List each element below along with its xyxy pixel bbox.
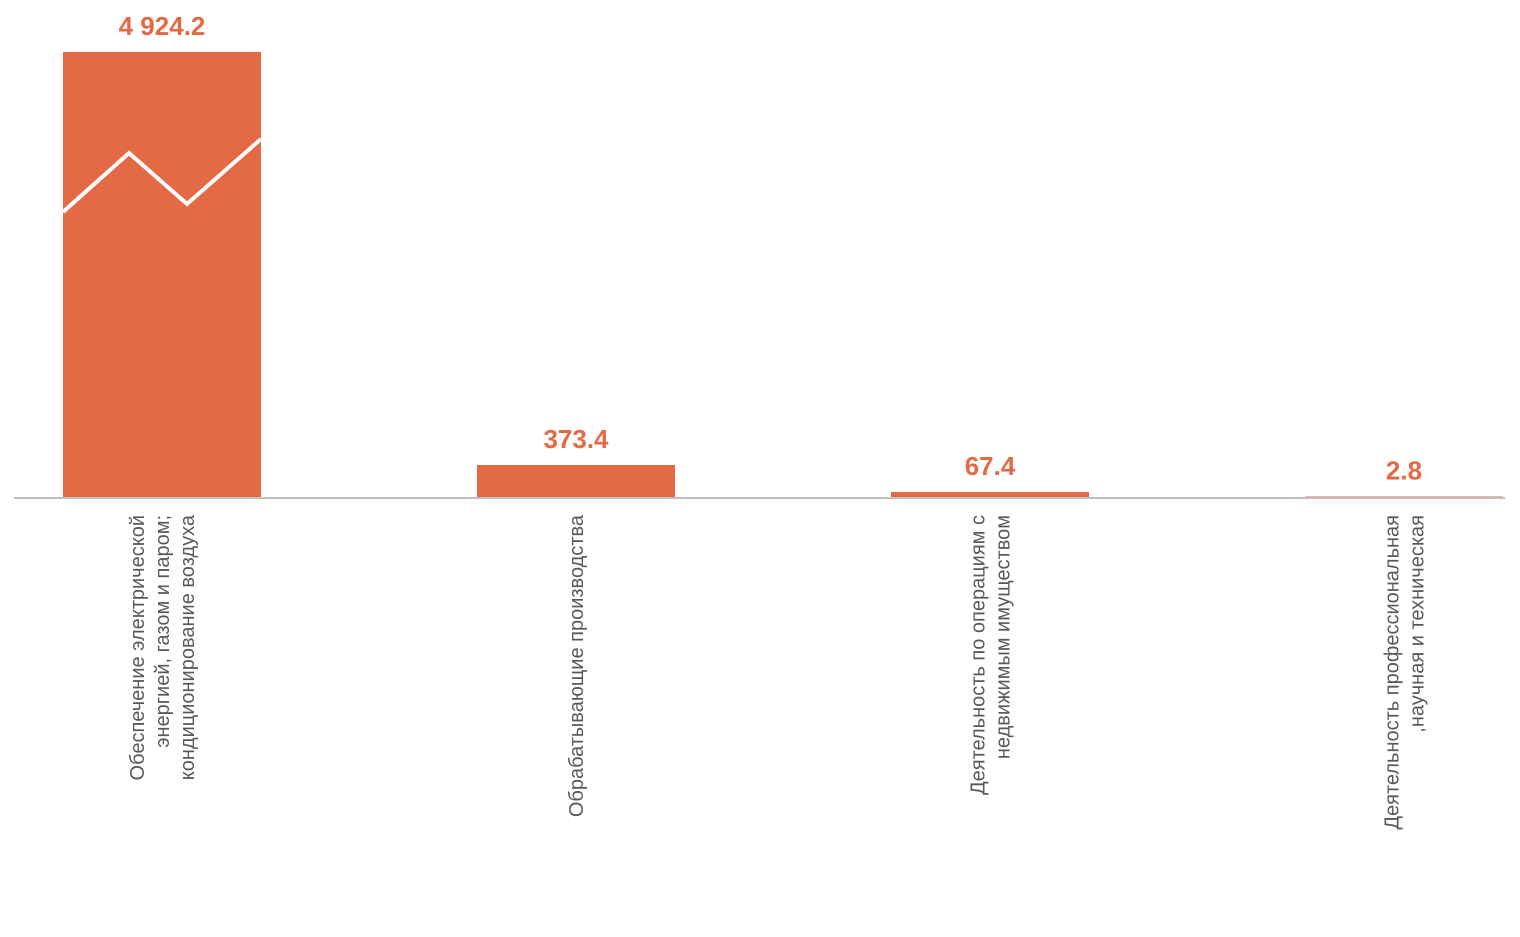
bar-3 — [891, 492, 1089, 498]
category-label-1: Обеспечение электрической энергией, газом… — [127, 514, 199, 780]
category-label-line: Деятельность профессиональная — [1382, 515, 1404, 830]
category-label-line: кондиционирование воздуха — [177, 514, 199, 780]
value-label-2: 373.4 — [543, 424, 609, 454]
value-label-4: 2.8 — [1386, 456, 1422, 486]
category-label-line: недвижимым имуществом — [993, 515, 1015, 759]
category-label-line: Обеспечение электрической — [127, 515, 149, 780]
category-label-line: ,научная и техническая — [1407, 515, 1429, 733]
category-label-line: Обрабатывающие производства — [566, 514, 588, 817]
category-label-3: Деятельность по операциям с недвижимым им… — [968, 515, 1015, 795]
value-label-3: 67.4 — [965, 451, 1016, 481]
bar-1 — [63, 52, 261, 498]
category-label-line: энергией, газом и паром; — [152, 515, 174, 748]
bar-2 — [477, 465, 675, 498]
category-label-line: Деятельность по операциям с — [968, 515, 990, 795]
value-label-1: 4 924.2 — [119, 11, 206, 41]
category-label-4: Деятельность профессиональная ,научная и … — [1382, 515, 1429, 830]
category-label-2: Обрабатывающие производства — [566, 514, 588, 817]
axis-break-mark — [61, 137, 263, 214]
